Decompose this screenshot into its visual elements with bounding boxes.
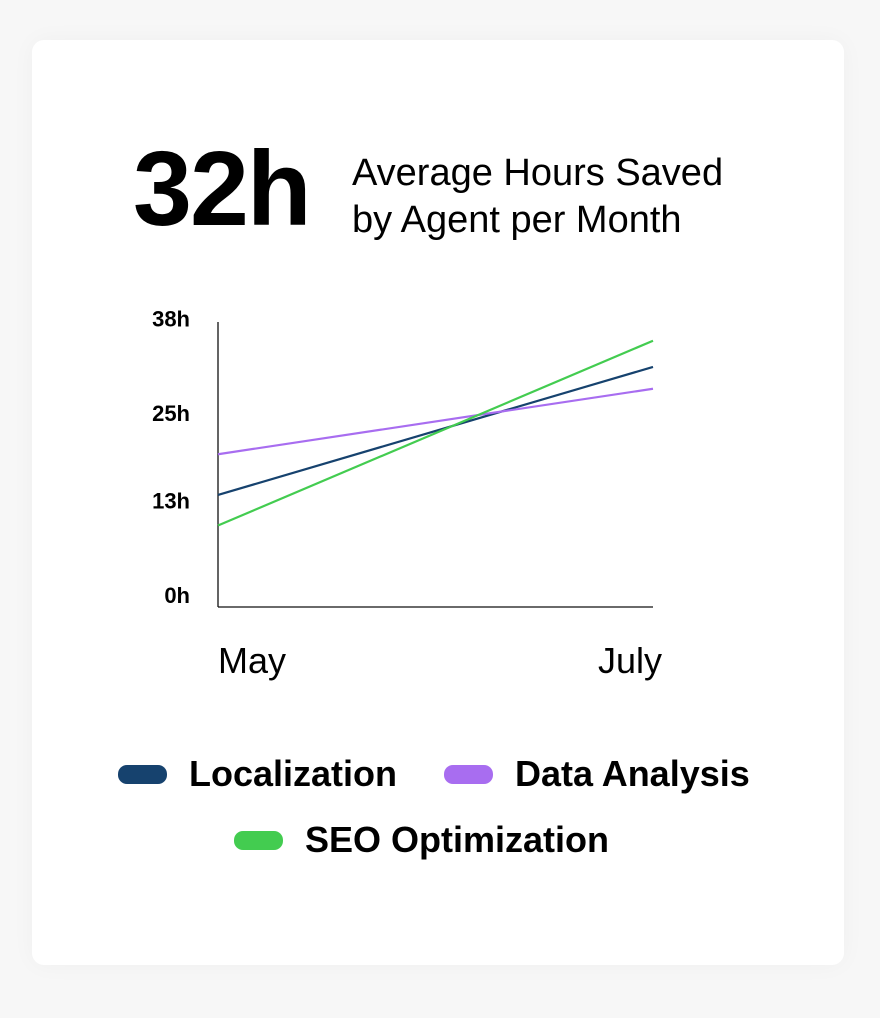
y-tick-labels: 0h 13h 25h 38h [152, 307, 190, 608]
legend-label-data-analysis: Data Analysis [515, 753, 750, 794]
y-tick-label: 25h [152, 401, 190, 426]
legend-swatch-data-analysis [444, 764, 493, 784]
series-lines [217, 339, 654, 527]
y-tick-label: 0h [164, 583, 190, 608]
x-tick-label: May [218, 640, 286, 681]
y-tick-label: 13h [152, 488, 190, 513]
legend-label-seo-optimization: SEO Optimization [305, 819, 610, 860]
headline-label: Average Hours Saved by Agent per Month [352, 152, 724, 241]
series-line-data-analysis [217, 387, 654, 456]
legend-swatch-localization [118, 764, 167, 784]
axes [217, 322, 653, 608]
stat-card [32, 40, 844, 965]
x-tick-label: July [598, 640, 662, 681]
x-tick-labels: May July [218, 640, 662, 681]
series-line-seo-optimization [217, 339, 654, 527]
headline-value: 32h [133, 130, 312, 248]
legend-label-localization: Localization [189, 753, 398, 794]
series-line-localization [217, 365, 654, 497]
y-tick-label: 38h [152, 307, 190, 332]
legend-item-localization: Localization [118, 751, 397, 797]
legend-swatch-seo-optimization [234, 830, 283, 850]
legend-item-data-analysis: Data Analysis [444, 751, 750, 797]
legend-item-seo-optimization: SEO Optimization [234, 817, 609, 863]
